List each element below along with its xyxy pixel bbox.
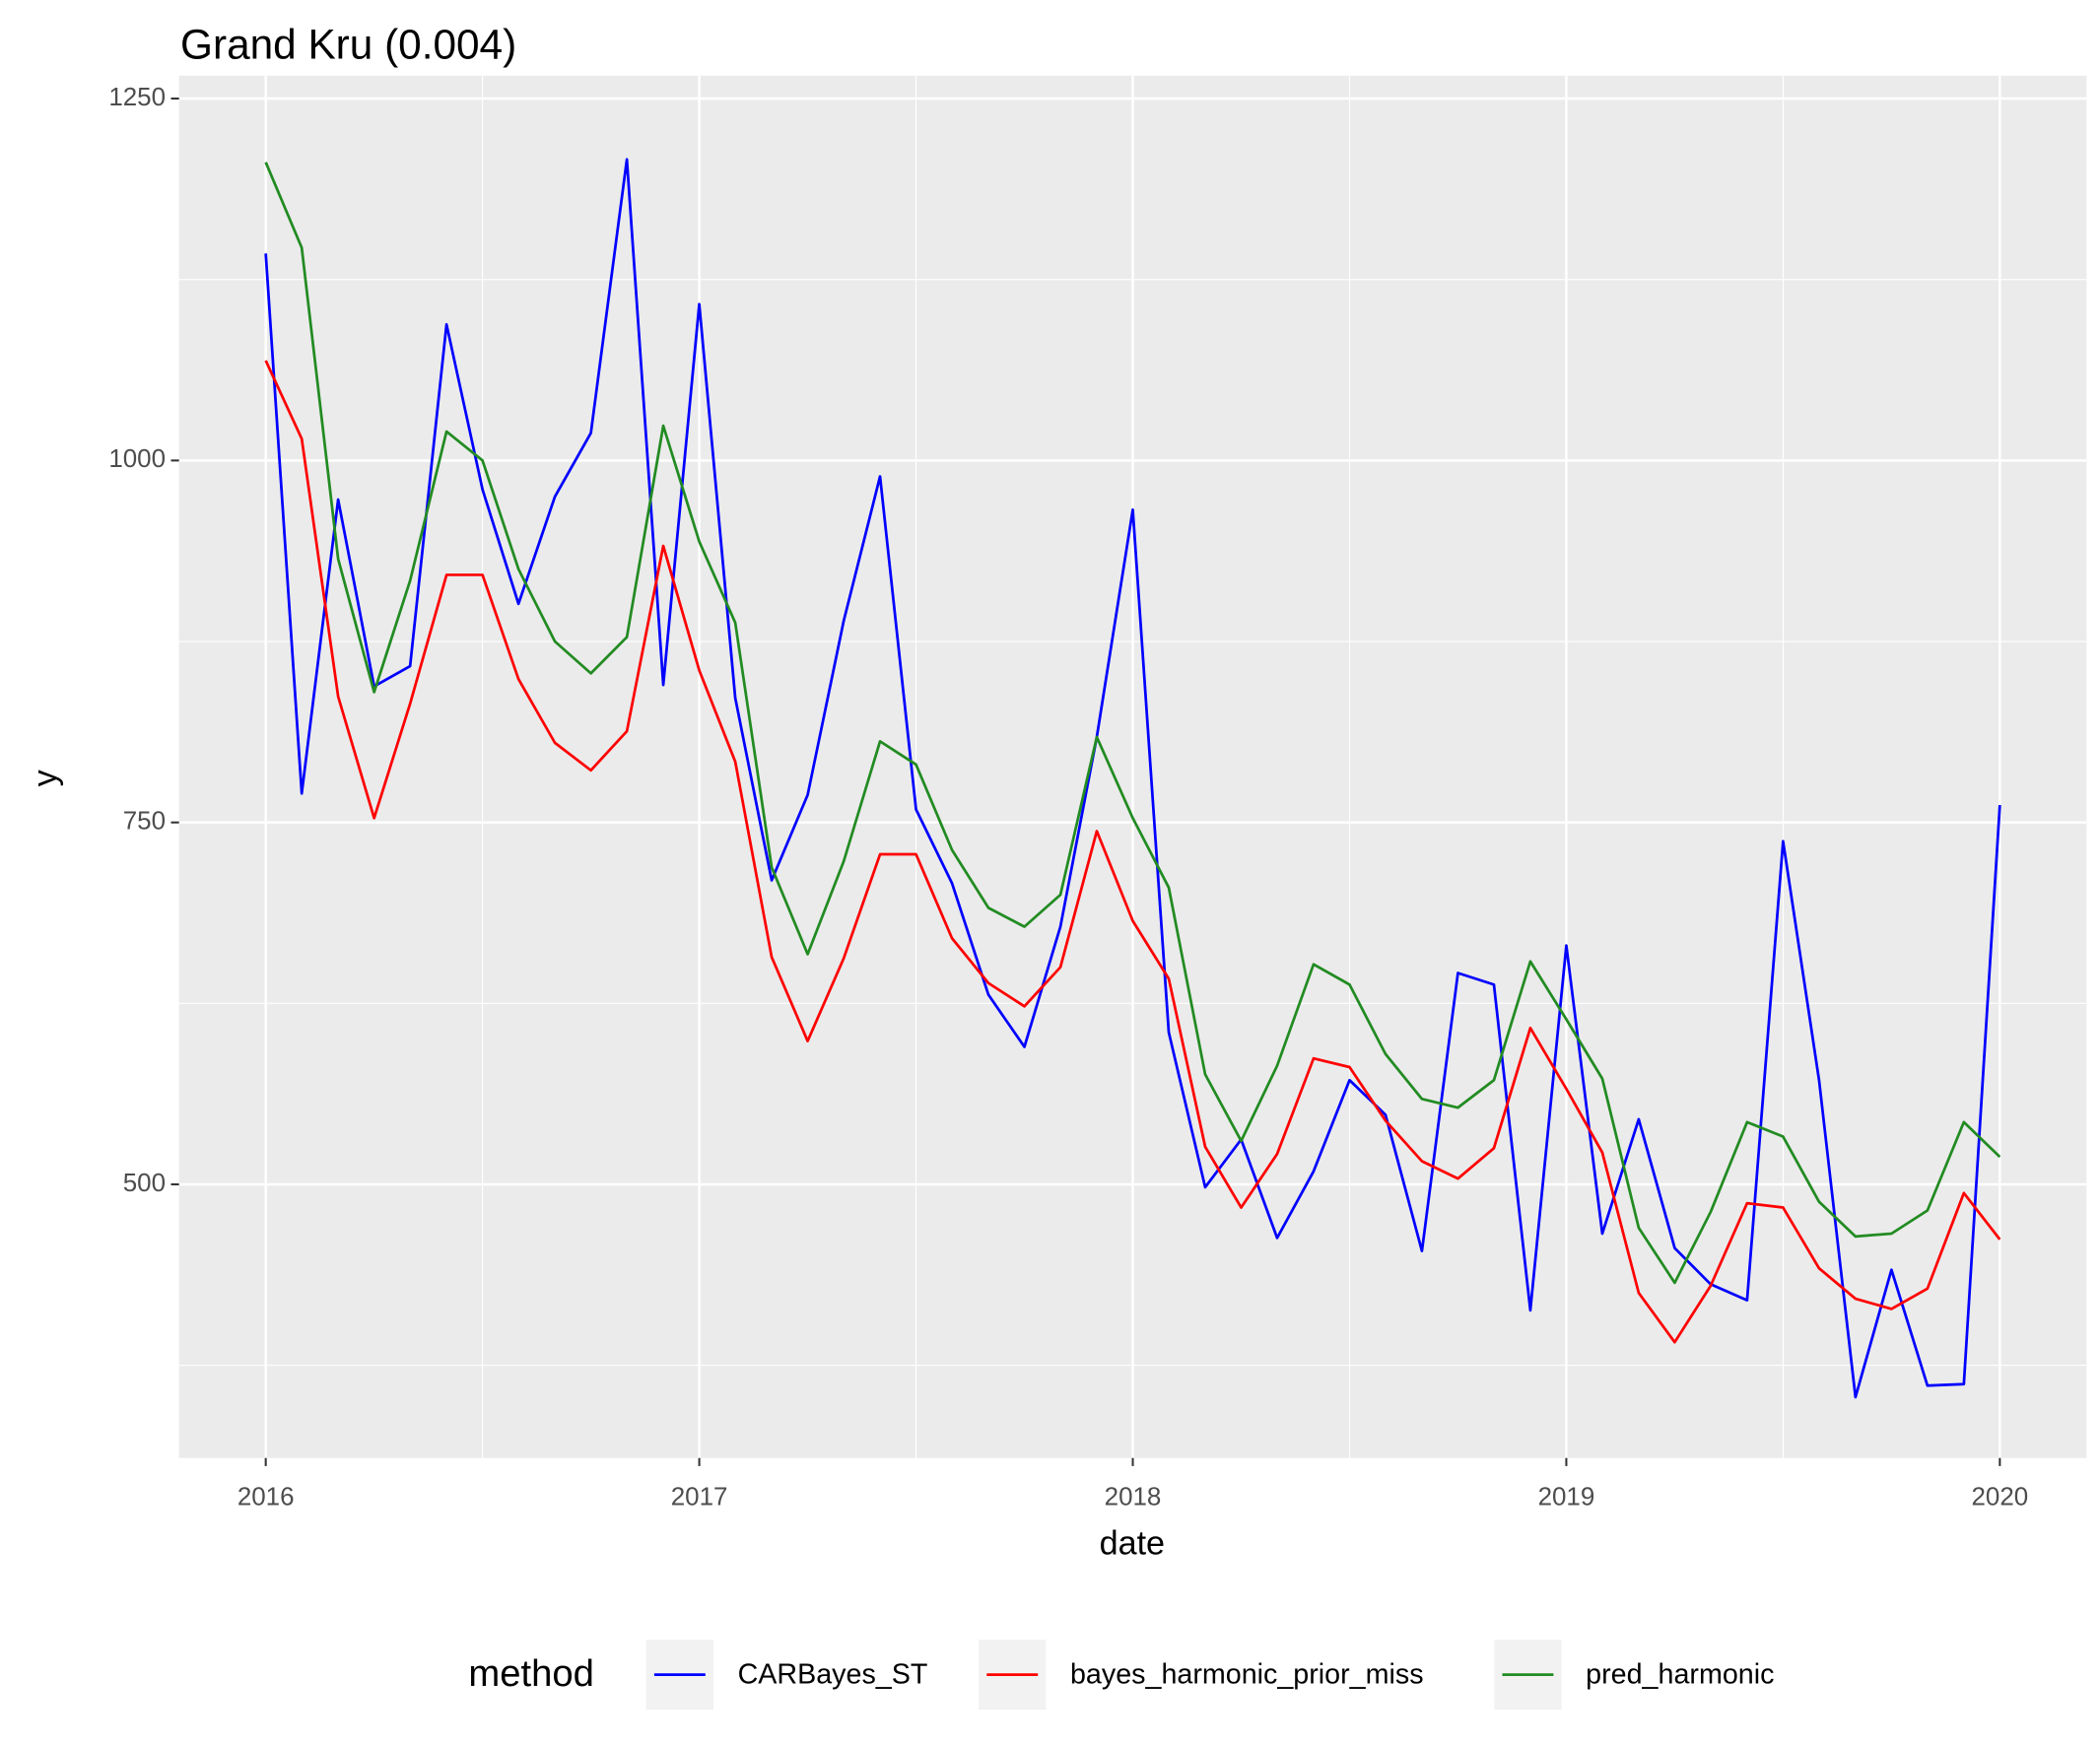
x-tick-label: 2018	[1105, 1484, 1162, 1511]
x-tick-label: 2020	[1972, 1484, 2029, 1511]
legend-label: pred_harmonic	[1586, 1659, 1774, 1691]
x-tick-label: 2017	[671, 1484, 728, 1511]
series-line	[264, 162, 2001, 1285]
chart-title: Grand Kru (0.004)	[180, 21, 516, 67]
legend: CARBayes_ST bayes_harmonic_prior_miss pred…	[645, 1640, 1774, 1711]
axes: 500 750 1000 1250 2016 2017 2018 2019 2020	[108, 84, 2028, 1511]
legend-label: bayes_harmonic_prior_miss	[1070, 1659, 1424, 1691]
series-line	[264, 360, 2001, 1344]
y-tick-label: 1250	[108, 84, 166, 111]
legend-label: CARBayes_ST	[738, 1659, 928, 1691]
y-tick-label: 750	[123, 808, 166, 836]
x-tick-label: 2019	[1538, 1484, 1595, 1511]
x-tick-label: 2016	[237, 1484, 295, 1511]
y-tick-label: 500	[123, 1170, 166, 1197]
y-tick-label: 1000	[108, 445, 166, 473]
x-axis-title: date	[1100, 1525, 1165, 1563]
lines	[264, 158, 2001, 1399]
legend-title: method	[468, 1652, 594, 1695]
y-axis-title: y	[27, 770, 64, 786]
grid	[178, 75, 2087, 1458]
